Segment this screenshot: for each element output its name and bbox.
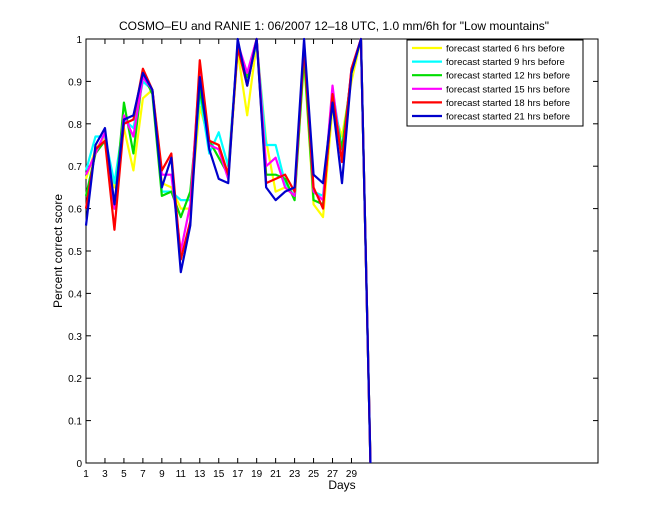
x-tick-label: 13 (194, 469, 206, 480)
y-tick-label: 1 (76, 35, 82, 46)
x-tick-label: 1 (83, 469, 89, 480)
x-tick-label: 3 (102, 469, 108, 480)
y-tick-label: 0.9 (68, 77, 82, 88)
x-tick-label: 19 (251, 469, 263, 480)
y-tick-label: 0.3 (68, 332, 82, 343)
y-tick-label: 0.5 (68, 247, 82, 258)
chart-title: COSMO–EU and RANIE 1: 06/2007 12–18 UTC,… (119, 19, 549, 33)
x-tick-label: 25 (308, 469, 320, 480)
y-axis: 0 0.1 0.2 0.3 0.4 0.5 0.6 0.7 0.8 0.9 1 (68, 35, 598, 470)
x-tick-label: 15 (213, 469, 225, 480)
y-axis-label: Percent correct score (51, 194, 65, 308)
x-tick-label: 11 (176, 469, 187, 480)
legend-label-5: forecast started 18 hrs before (446, 98, 570, 109)
series-group (84, 37, 372, 464)
series-line-6 (84, 37, 372, 464)
x-tick-label: 5 (121, 469, 127, 480)
legend-label-2: forecast started 9 hrs before (446, 57, 565, 68)
x-tick-label: 17 (232, 469, 244, 480)
x-tick-label: 27 (327, 469, 339, 480)
y-tick-label: 0.8 (68, 120, 82, 131)
y-tick-label: 0.2 (68, 374, 82, 385)
y-tick-label: 0.6 (68, 205, 82, 216)
x-axis: 1 3 5 7 9 11 13 15 17 19 21 23 25 27 29 (83, 39, 357, 480)
y-tick-label: 0.1 (68, 417, 82, 428)
legend-label-6: forecast started 21 hrs before (446, 112, 570, 123)
x-tick-label: 23 (289, 469, 301, 480)
x-tick-label: 29 (346, 469, 358, 480)
y-tick-label: 0.7 (68, 162, 82, 173)
y-tick-label: 0.4 (68, 289, 82, 300)
y-tick-label: 0 (76, 459, 82, 470)
legend-label-3: forecast started 12 hrs before (446, 71, 570, 82)
legend-label-1: forecast started 6 hrs before (446, 44, 565, 55)
x-tick-label: 7 (140, 469, 146, 480)
legend-label-4: forecast started 15 hrs before (446, 84, 570, 95)
x-tick-label: 21 (270, 469, 282, 480)
x-axis-label: Days (328, 478, 355, 492)
x-tick-label: 9 (159, 469, 165, 480)
legend-box (406, 39, 584, 127)
legend: forecast started 6 hrs before forecast st… (406, 39, 584, 127)
